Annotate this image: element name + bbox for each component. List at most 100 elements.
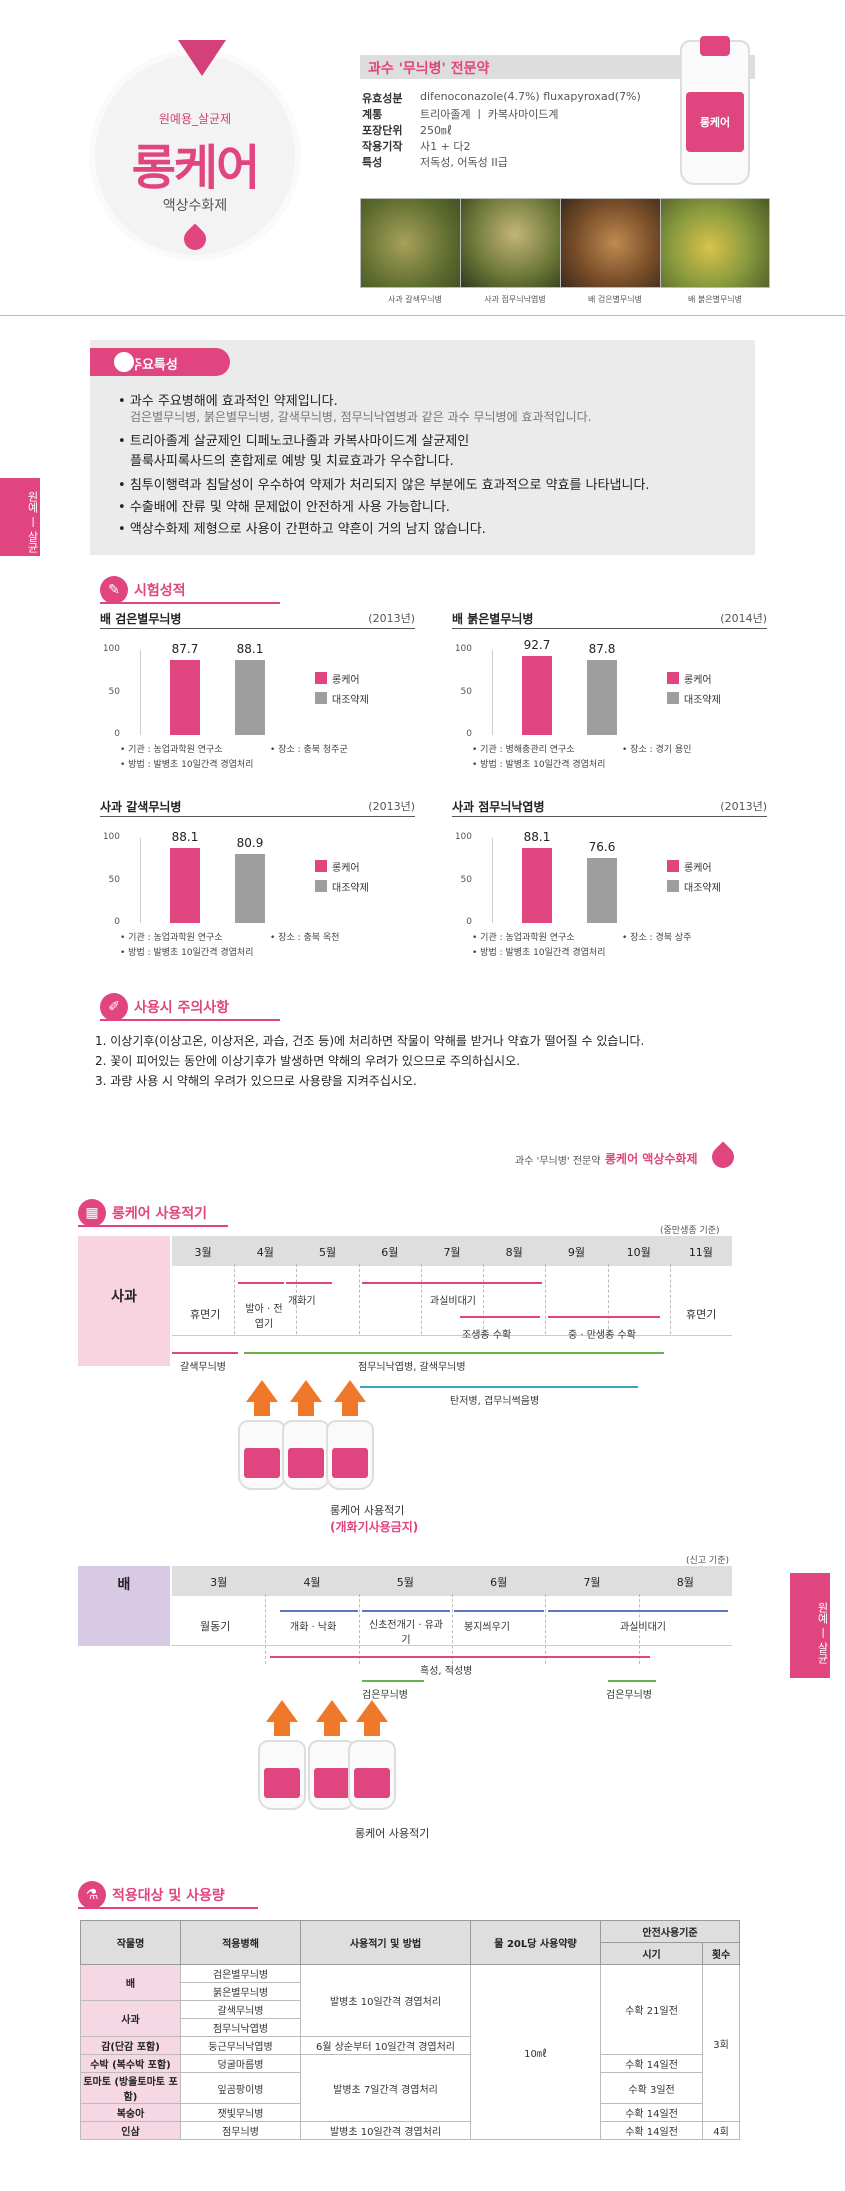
pipette-icon: ⚗ [78, 1881, 106, 1909]
caution-item: 2. 꽃이 피어있는 동안에 이상기후가 발생하면 약해의 우려가 있으므로 주… [95, 1054, 520, 1068]
product-bottle-image: 롱케어 [680, 36, 750, 185]
up-arrow-icon [316, 1700, 348, 1722]
period-cell: 수확 21일전 [599, 1964, 704, 2055]
caution-heading: ✐ 사용시 주의사항 [100, 993, 310, 1021]
crop-cell: 인삼 [80, 2121, 181, 2140]
chart-rule [452, 628, 767, 629]
disease-label: 갈색무늬병 [180, 1362, 226, 1373]
chart-bar [587, 660, 617, 735]
footer-product: 롱케어 액상수화제 [605, 1152, 698, 1166]
month-label: 6월 [490, 1576, 508, 1589]
crop-cell: 복숭아 [80, 2103, 181, 2122]
product-bottle-image [326, 1420, 374, 1490]
caution-item: 1. 이상기후(이상고온, 이상저온, 과습, 건조 등)에 처리하면 작물이 … [95, 1034, 645, 1048]
bottle-label-text: 롱케어 [699, 116, 731, 129]
feature-subitem: 검은별무늬병, 붉은별무늬병, 갈색무늬병, 점무늬낙엽병과 같은 과수 무늬병… [130, 410, 592, 424]
legend-label: 대조약제 [684, 883, 721, 894]
disease-cell: 붉은별무늬병 [180, 1982, 301, 2001]
bottle-label [332, 1448, 368, 1478]
period-cell: 수확 14일전 [599, 2103, 704, 2122]
photo-caption: 사과 점무늬낙엽병 [484, 295, 546, 304]
up-arrow-icon [290, 1380, 322, 1402]
method-cell: 6월 상순부터 10일간격 경엽처리 [300, 2036, 471, 2055]
apple-crop-cell: 사과 [78, 1236, 170, 1366]
up-arrow-icon [246, 1380, 278, 1402]
legend-swatch [667, 880, 679, 892]
col-safety: 안전사용기준 [600, 1920, 740, 1943]
feature-item: • 트리아졸계 살균제인 디페노코나졸과 카복사마이드계 살균제인 [118, 434, 470, 449]
clipboard-icon: ✎ [100, 576, 128, 604]
legend-swatch [667, 692, 679, 704]
disease-cell: 검은별무늬병 [180, 1964, 301, 1983]
chart-bar [522, 656, 552, 735]
stage-arrow [460, 1316, 540, 1318]
bottle-label: 롱케어 [686, 92, 744, 152]
spec-key: 포장단위 [362, 124, 403, 137]
up-arrow-icon [356, 1700, 388, 1722]
month-divider [669, 1264, 671, 1334]
chart-rule [100, 628, 415, 629]
y-tick-label: 100 [102, 644, 120, 654]
month-divider [296, 1264, 298, 1334]
stage-label: 신초전개기 · 유과기 [369, 1620, 443, 1646]
stage-label: 과실비대기 [430, 1296, 476, 1307]
period-cell: 수확 14일전 [599, 2121, 704, 2140]
bar-value-label: 88.1 [236, 642, 264, 657]
month-divider [607, 1264, 609, 1334]
legend-label: 롱케어 [332, 675, 360, 686]
stage-arrow [548, 1316, 660, 1318]
col-period: 시기 [599, 1942, 704, 1965]
stage-arrow [454, 1610, 544, 1612]
month-divider [234, 1264, 236, 1334]
photo-caption: 배 검은별무늬병 [587, 295, 643, 304]
month-label: 8월 [676, 1576, 694, 1589]
trial-agency: • 기관 : 병해충관리 연구소 [472, 745, 575, 755]
times-cell: 3회 [702, 1964, 740, 2122]
apple-schedule-note: (중만생종 기준) [660, 1226, 720, 1236]
pear-stage-row [172, 1596, 732, 1646]
month-label: 11월 [688, 1246, 713, 1259]
bar-value-label: 87.8 [588, 642, 616, 657]
trial-chart: 사과 점무늬낙엽병 (2013년) 100 50 0 88.1 76.6 롱케어 대조약제 • 기… [452, 798, 767, 968]
crop-cell: 토마토 (방울토마토 포함) [80, 2072, 181, 2104]
trial-agency: • 기관 : 농업과학원 연구소 [472, 933, 575, 943]
month-label: 7월 [583, 1576, 601, 1589]
y-tick-label: 0 [466, 917, 472, 927]
chart-bar [235, 854, 265, 923]
month-label: 4월 [303, 1576, 321, 1589]
y-tick-label: 100 [102, 832, 120, 842]
calendar-icon: ▦ [78, 1199, 106, 1227]
up-arrow-icon [274, 1722, 290, 1736]
footer-prefix: 과수 '무늬병' 전문약 [515, 1156, 601, 1167]
disease-arrow [172, 1352, 238, 1354]
stage-label: 개화 · 낙화 [290, 1622, 337, 1633]
col-crop: 작물명 [80, 1920, 181, 1965]
trial-agency: • 기관 : 농업과학원 연구소 [120, 933, 223, 943]
stage-label: 휴면기 [190, 1308, 221, 1321]
stage-arrow [548, 1610, 728, 1612]
disease-label: 검은무늬병 [606, 1690, 652, 1701]
month-divider [358, 1264, 360, 1334]
spec-key: 특성 [362, 156, 383, 169]
apple-month-row [172, 1236, 732, 1266]
chart-title: 사과 점무늬낙엽병 [452, 800, 545, 814]
month-divider [545, 1264, 547, 1334]
y-tick-label: 0 [114, 729, 120, 739]
trial-chart: 배 검은별무늬병 (2013년) 100 50 0 87.7 88.1 롱케어 대조약제 • 기관… [100, 610, 415, 780]
disease-arrow [244, 1352, 664, 1354]
photo-pear-scab [560, 198, 670, 288]
y-tick-label: 0 [114, 917, 120, 927]
up-arrow-icon [298, 1402, 314, 1416]
table-heading: ⚗ 적용대상 및 사용량 [78, 1881, 288, 1909]
table-row: 감(단감 포함) 둥근무늬낙엽병 6월 상순부터 10일간격 경엽처리 [80, 2036, 740, 2055]
legend-label: 롱케어 [332, 863, 360, 874]
feature-item: • 침투이행력과 침달성이 우수하여 약제가 처리되지 않은 부분에도 효과적으… [118, 478, 650, 493]
product-bottle-image [282, 1420, 330, 1490]
legend-swatch [315, 692, 327, 704]
month-label: 5월 [396, 1576, 414, 1589]
y-tick-label: 100 [454, 644, 472, 654]
month-divider [420, 1264, 422, 1334]
bar-value-label: 87.7 [171, 642, 199, 657]
method-cell: 발병초 10일간격 경엽처리 [300, 2121, 471, 2140]
chart-rule [452, 816, 767, 817]
